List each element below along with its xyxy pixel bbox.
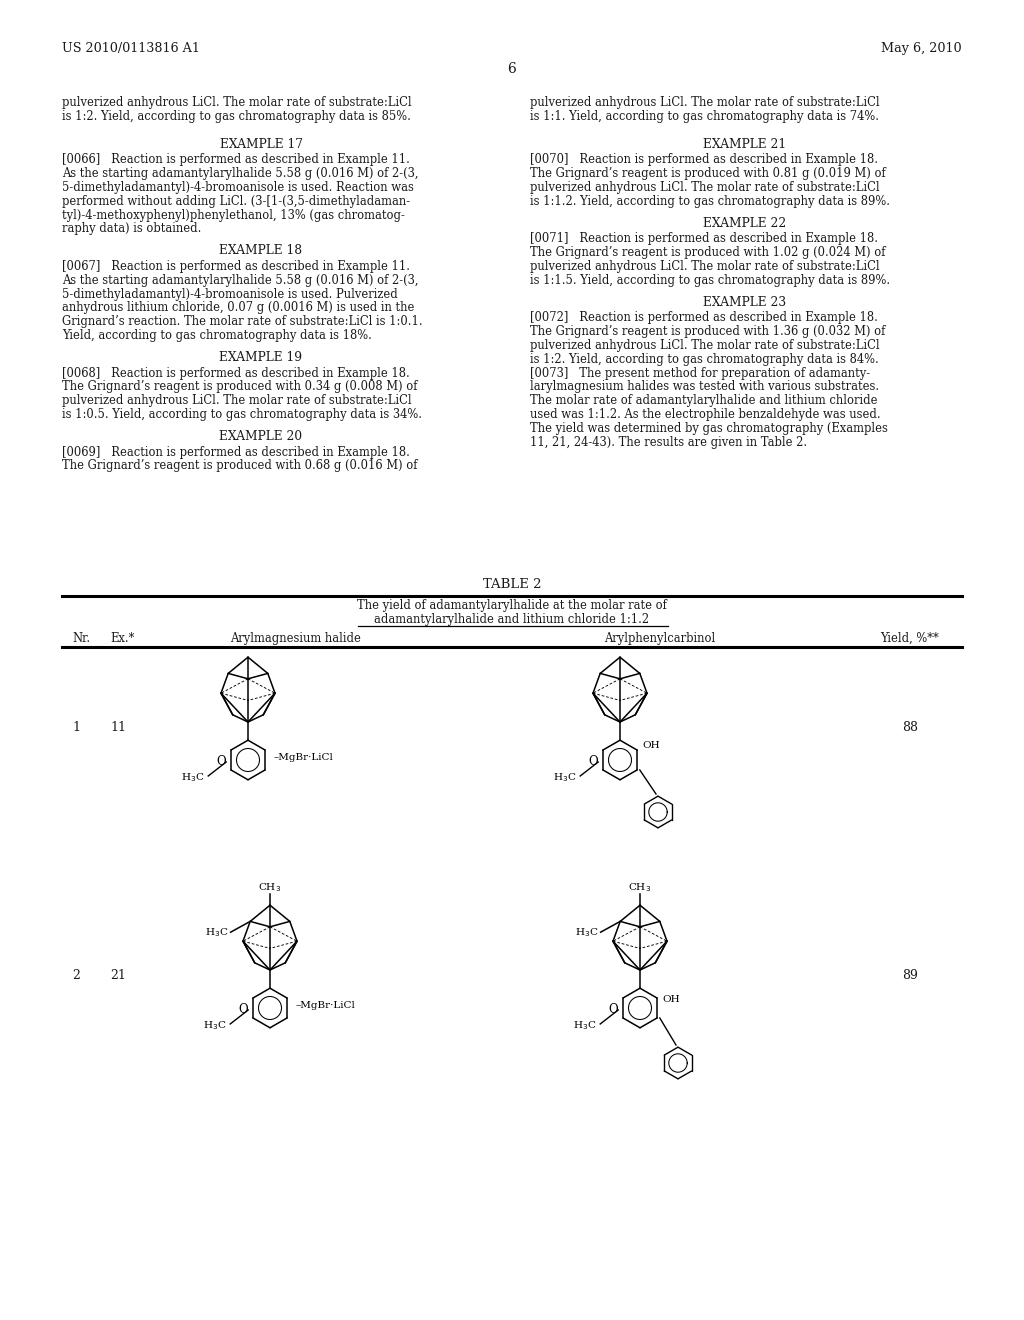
Text: raphy data) is obtained.: raphy data) is obtained.	[62, 222, 202, 235]
Text: pulverized anhydrous LiCl. The molar rate of substrate:LiCl: pulverized anhydrous LiCl. The molar rat…	[530, 181, 880, 194]
Text: 5-dimethyladamantyl)-4-bromoanisole is used. Reaction was: 5-dimethyladamantyl)-4-bromoanisole is u…	[62, 181, 414, 194]
Text: Grignard’s reaction. The molar rate of substrate:LiCl is 1:0.1.: Grignard’s reaction. The molar rate of s…	[62, 315, 423, 329]
Text: is 1:1. Yield, according to gas chromatography data is 74%.: is 1:1. Yield, according to gas chromato…	[530, 110, 879, 123]
Text: OH: OH	[643, 742, 660, 751]
Text: [0070]   Reaction is performed as described in Example 18.: [0070] Reaction is performed as describe…	[530, 153, 878, 166]
Text: Yield, according to gas chromatography data is 18%.: Yield, according to gas chromatography d…	[62, 329, 372, 342]
Text: pulverized anhydrous LiCl. The molar rate of substrate:LiCl: pulverized anhydrous LiCl. The molar rat…	[530, 260, 880, 273]
Text: The yield of adamantylarylhalide at the molar rate of: The yield of adamantylarylhalide at the …	[357, 599, 667, 612]
Text: is 1:0.5. Yield, according to gas chromatography data is 34%.: is 1:0.5. Yield, according to gas chroma…	[62, 408, 422, 421]
Text: [0069]   Reaction is performed as described in Example 18.: [0069] Reaction is performed as describe…	[62, 446, 410, 458]
Text: The molar rate of adamantylarylhalide and lithium chloride: The molar rate of adamantylarylhalide an…	[530, 395, 878, 407]
Text: pulverized anhydrous LiCl. The molar rate of substrate:LiCl: pulverized anhydrous LiCl. The molar rat…	[530, 96, 880, 110]
Text: is 1:1.5. Yield, according to gas chromatography data is 89%.: is 1:1.5. Yield, according to gas chroma…	[530, 273, 890, 286]
Text: is 1:2. Yield, according to gas chromatography data is 85%.: is 1:2. Yield, according to gas chromato…	[62, 110, 411, 123]
Text: Ex.*: Ex.*	[110, 631, 134, 644]
Text: H$_3$C: H$_3$C	[572, 1019, 596, 1032]
Text: H$_3$C: H$_3$C	[553, 772, 577, 784]
Text: As the starting adamantylarylhalide 5.58 g (0.016 M) of 2-(3,: As the starting adamantylarylhalide 5.58…	[62, 168, 419, 181]
Text: EXAMPLE 22: EXAMPLE 22	[703, 216, 786, 230]
Text: H$_3$C: H$_3$C	[575, 925, 599, 939]
Text: May 6, 2010: May 6, 2010	[882, 42, 962, 55]
Text: 6: 6	[508, 62, 516, 77]
Text: EXAMPLE 18: EXAMPLE 18	[219, 244, 302, 257]
Text: EXAMPLE 19: EXAMPLE 19	[219, 351, 302, 364]
Text: larylmagnesium halides was tested with various substrates.: larylmagnesium halides was tested with v…	[530, 380, 880, 393]
Text: CH$_3$: CH$_3$	[258, 882, 282, 895]
Text: is 1:1.2. Yield, according to gas chromatography data is 89%.: is 1:1.2. Yield, according to gas chroma…	[530, 195, 890, 207]
Text: 88: 88	[902, 722, 918, 734]
Text: US 2010/0113816 A1: US 2010/0113816 A1	[62, 42, 200, 55]
Text: EXAMPLE 21: EXAMPLE 21	[703, 137, 786, 150]
Text: EXAMPLE 17: EXAMPLE 17	[219, 137, 302, 150]
Text: TABLE 2: TABLE 2	[482, 578, 542, 591]
Text: [0067]   Reaction is performed as described in Example 11.: [0067] Reaction is performed as describe…	[62, 260, 410, 273]
Text: O: O	[216, 755, 226, 768]
Text: [0073]   The present method for preparation of adamanty-: [0073] The present method for preparatio…	[530, 367, 870, 380]
Text: CH$_3$: CH$_3$	[629, 882, 651, 895]
Text: pulverized anhydrous LiCl. The molar rate of substrate:LiCl: pulverized anhydrous LiCl. The molar rat…	[530, 339, 880, 352]
Text: 5-dimethyladamantyl)-4-bromoanisole is used. Pulverized: 5-dimethyladamantyl)-4-bromoanisole is u…	[62, 288, 397, 301]
Text: is 1:2. Yield, according to gas chromatography data is 84%.: is 1:2. Yield, according to gas chromato…	[530, 352, 879, 366]
Text: anhydrous lithium chloride, 0.07 g (0.0016 M) is used in the: anhydrous lithium chloride, 0.07 g (0.00…	[62, 301, 415, 314]
Text: pulverized anhydrous LiCl. The molar rate of substrate:LiCl: pulverized anhydrous LiCl. The molar rat…	[62, 395, 412, 407]
Text: EXAMPLE 23: EXAMPLE 23	[703, 296, 786, 309]
Text: 89: 89	[902, 969, 918, 982]
Text: Nr.: Nr.	[72, 631, 90, 644]
Text: 11: 11	[110, 722, 126, 734]
Text: Yield, %**: Yield, %**	[881, 631, 939, 644]
Text: The Grignard’s reagent is produced with 0.68 g (0.016 M) of: The Grignard’s reagent is produced with …	[62, 459, 418, 473]
Text: 1: 1	[72, 722, 80, 734]
Text: adamantylarylhalide and lithium chloride 1:1.2: adamantylarylhalide and lithium chloride…	[375, 612, 649, 626]
Text: –MgBr·LiCl: –MgBr·LiCl	[273, 754, 333, 763]
Text: 11, 21, 24-43). The results are given in Table 2.: 11, 21, 24-43). The results are given in…	[530, 436, 807, 449]
Text: tyl)-4-methoxyphenyl)phenylethanol, 13% (gas chromatog-: tyl)-4-methoxyphenyl)phenylethanol, 13% …	[62, 209, 404, 222]
Text: H$_3$C: H$_3$C	[181, 772, 204, 784]
Text: OH: OH	[663, 995, 680, 1005]
Text: –MgBr·LiCl: –MgBr·LiCl	[295, 1002, 355, 1011]
Text: [0071]   Reaction is performed as described in Example 18.: [0071] Reaction is performed as describe…	[530, 232, 878, 246]
Text: 2: 2	[72, 969, 80, 982]
Text: H$_3$C: H$_3$C	[205, 925, 228, 939]
Text: used was 1:1.2. As the electrophile benzaldehyde was used.: used was 1:1.2. As the electrophile benz…	[530, 408, 881, 421]
Text: Arylmagnesium halide: Arylmagnesium halide	[229, 631, 360, 644]
Text: O: O	[589, 755, 598, 768]
Text: EXAMPLE 20: EXAMPLE 20	[219, 430, 302, 442]
Text: The Grignard’s reagent is produced with 0.34 g (0.008 M) of: The Grignard’s reagent is produced with …	[62, 380, 418, 393]
Text: [0072]   Reaction is performed as described in Example 18.: [0072] Reaction is performed as describe…	[530, 312, 878, 325]
Text: O: O	[239, 1003, 248, 1016]
Text: pulverized anhydrous LiCl. The molar rate of substrate:LiCl: pulverized anhydrous LiCl. The molar rat…	[62, 96, 412, 110]
Text: 21: 21	[110, 969, 126, 982]
Text: [0068]   Reaction is performed as described in Example 18.: [0068] Reaction is performed as describe…	[62, 367, 410, 380]
Text: The Grignard’s reagent is produced with 0.81 g (0.019 M) of: The Grignard’s reagent is produced with …	[530, 168, 886, 181]
Text: The Grignard’s reagent is produced with 1.36 g (0.032 M) of: The Grignard’s reagent is produced with …	[530, 325, 886, 338]
Text: [0066]   Reaction is performed as described in Example 11.: [0066] Reaction is performed as describe…	[62, 153, 410, 166]
Text: H$_3$C: H$_3$C	[203, 1019, 226, 1032]
Text: Arylphenylcarbinol: Arylphenylcarbinol	[604, 631, 716, 644]
Text: O: O	[608, 1003, 618, 1016]
Text: The yield was determined by gas chromatography (Examples: The yield was determined by gas chromato…	[530, 422, 888, 434]
Text: The Grignard’s reagent is produced with 1.02 g (0.024 M) of: The Grignard’s reagent is produced with …	[530, 247, 886, 259]
Text: performed without adding LiCl. (3-[1-(3,5-dimethyladaman-: performed without adding LiCl. (3-[1-(3,…	[62, 195, 411, 207]
Text: As the starting adamantylarylhalide 5.58 g (0.016 M) of 2-(3,: As the starting adamantylarylhalide 5.58…	[62, 273, 419, 286]
